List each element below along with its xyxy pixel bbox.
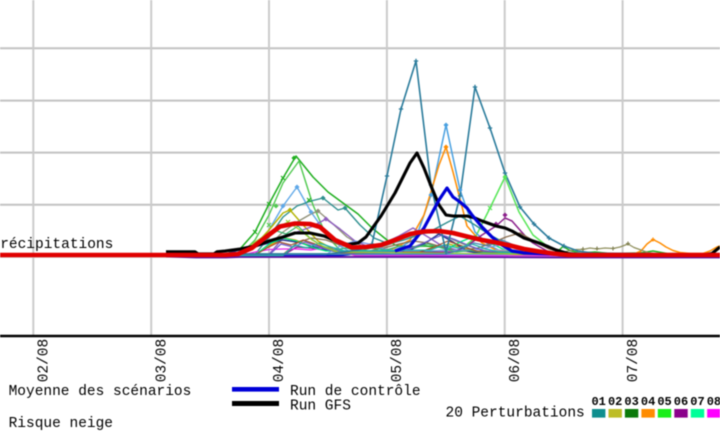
svg-text:Moyenne des scénarios: Moyenne des scénarios — [9, 384, 192, 400]
svg-text:08: 08 — [707, 395, 720, 409]
svg-text:Précipitations: Précipitations — [0, 237, 113, 253]
svg-text:03/08: 03/08 — [154, 339, 170, 383]
svg-text:Risque neige: Risque neige — [9, 416, 113, 432]
svg-text:06: 06 — [674, 395, 688, 409]
svg-text:02: 02 — [608, 395, 622, 409]
svg-text:03: 03 — [624, 395, 638, 409]
svg-text:07/08: 07/08 — [626, 339, 642, 383]
svg-text:05: 05 — [657, 395, 671, 409]
svg-text:04/08: 04/08 — [272, 339, 288, 383]
svg-text:Run de contrôle: Run de contrôle — [290, 384, 421, 400]
svg-text:Run GFS: Run GFS — [290, 398, 351, 414]
svg-text:01: 01 — [591, 395, 605, 409]
svg-text:04: 04 — [641, 395, 655, 409]
svg-text:02/08: 02/08 — [37, 339, 53, 383]
svg-text:20 Perturbations: 20 Perturbations — [446, 406, 585, 422]
svg-text:06/08: 06/08 — [508, 339, 524, 383]
svg-text:07: 07 — [690, 395, 704, 409]
svg-text:05/08: 05/08 — [390, 339, 406, 383]
